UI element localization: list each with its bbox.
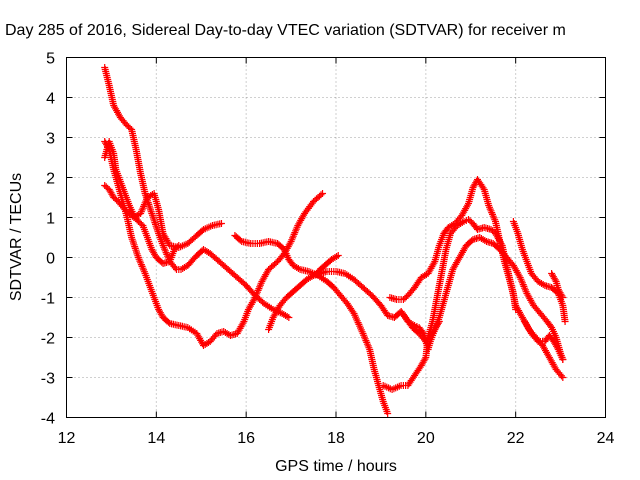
y-tick-label: 4 [46,91,55,108]
series-track-a [101,64,293,321]
y-tick-label: 1 [46,211,55,228]
plus-markers [101,138,327,349]
y-tick-label: -1 [41,291,55,308]
y-tick-label: 3 [46,131,55,148]
y-tick-label: 0 [46,251,55,268]
y-tick-label: -3 [41,371,55,388]
chart-title: Day 285 of 2016, Sidereal Day-to-day VTE… [5,22,566,39]
data-points [101,64,569,417]
plus-markers [397,308,443,353]
x-tick-label: 22 [507,430,525,447]
plus-markers [265,234,567,363]
plus-markers [231,232,392,417]
series-track-m [548,270,567,301]
plus-markers [386,176,520,313]
series-track-b [101,138,327,349]
series-track-e [231,232,392,417]
plus-markers [101,182,225,251]
series-track-d [101,182,225,251]
series-track-c [101,138,183,267]
y-tick-label: 2 [46,171,55,188]
x-tick-label: 12 [58,430,76,447]
y-tick-label: -4 [41,411,55,428]
x-tick-label: 20 [417,430,435,447]
series-track-j [397,308,443,353]
x-axis-label: GPS time / hours [275,458,397,475]
plus-markers [548,270,567,301]
y-tick-label: 5 [46,51,55,68]
x-tick-label: 24 [597,430,615,447]
axis-ticks [66,57,606,418]
plus-markers [101,138,183,267]
series-track-i [386,176,520,313]
x-tick-label: 16 [237,430,255,447]
series-track-l [521,318,567,363]
y-tick-label: -2 [41,331,55,348]
plus-markers [521,318,567,363]
plus-markers [101,64,293,321]
x-tick-label: 18 [327,430,345,447]
x-tick-label: 14 [147,430,165,447]
plus-markers [314,252,342,275]
series-track-f [265,234,567,363]
y-axis-label: SDTVAR / TECUs [8,173,25,301]
series-track-g [314,252,342,275]
